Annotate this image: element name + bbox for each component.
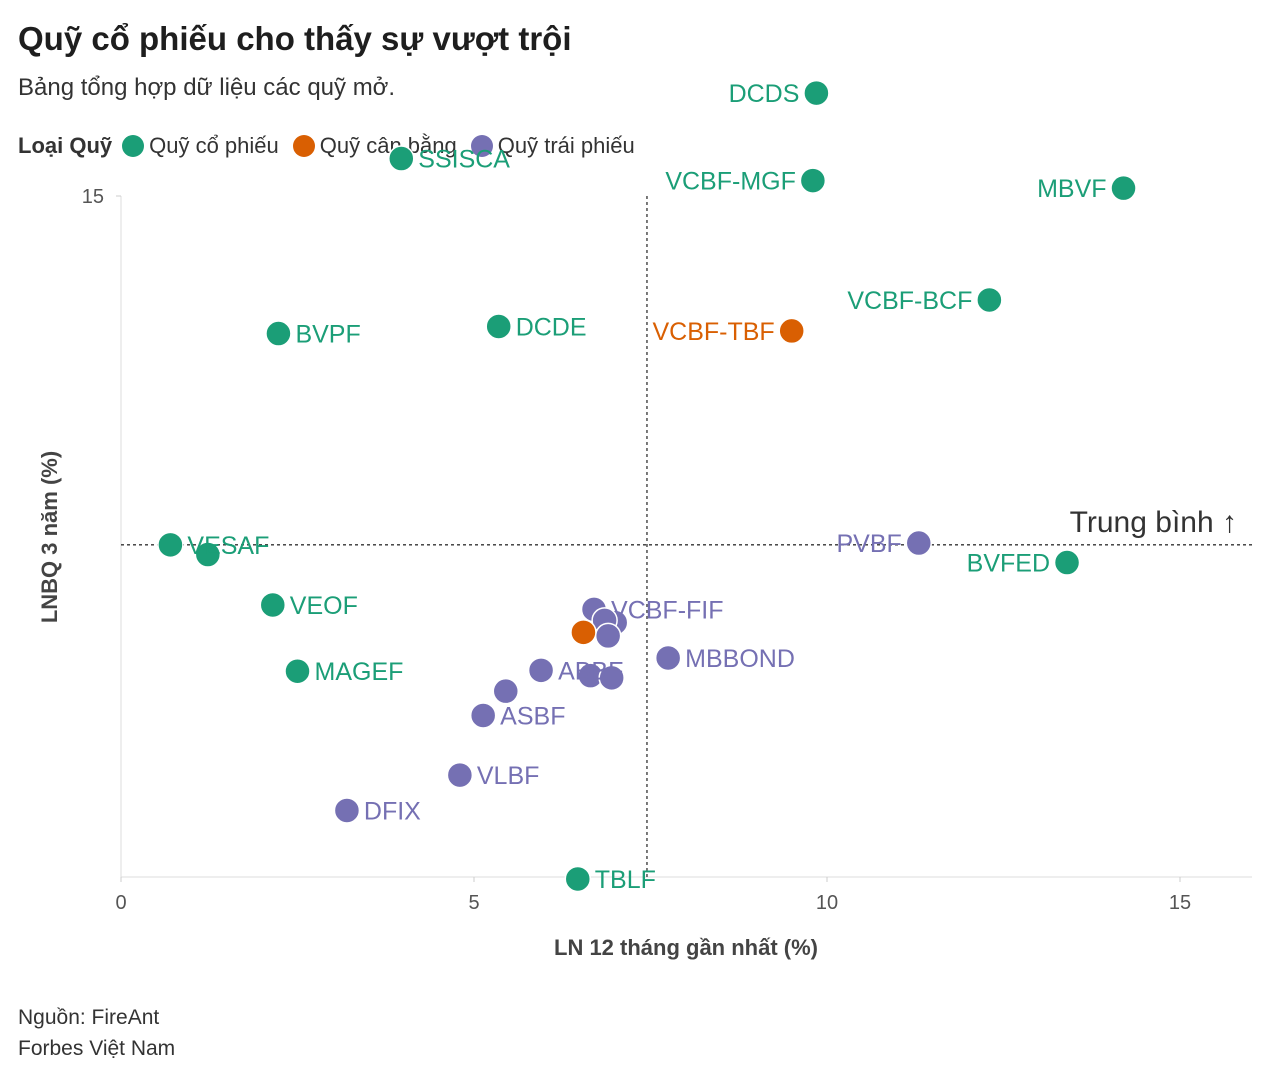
average-label: Trung bình ↑ [1070, 506, 1237, 539]
y-tick-label: 15 [82, 186, 104, 208]
legend-dot-bond [470, 135, 493, 157]
point-vlbf [446, 761, 474, 789]
point-veof [259, 591, 287, 619]
point-label-dfix: DFIX [364, 797, 421, 825]
point-unlabeled [598, 664, 625, 692]
x-tick-label: 15 [1169, 892, 1191, 914]
point-bvpf [265, 320, 292, 347]
point-label-dcde: DCDE [516, 313, 587, 341]
source-note: Nguồn: FireAnt [18, 1006, 160, 1029]
point-mbvf [1110, 174, 1137, 202]
points-layer [157, 79, 1137, 893]
point-mbbond [654, 644, 682, 672]
point-unlabeled [594, 622, 622, 650]
legend-dot-balanced [292, 135, 315, 157]
point-vcbf-tbf [778, 317, 805, 345]
point-magef [284, 657, 311, 685]
legend-label-bond: Quỹ trái phiếu [497, 133, 635, 158]
point-label-pvbf: PVBF [836, 530, 901, 558]
point-label-vcbf-fif: VCBF-FIF [611, 596, 724, 624]
point-label-bvfed: BVFED [967, 550, 1050, 578]
point-label-ssisca: SSISCA [418, 146, 510, 174]
legend-label-equity: Quỹ cổ phiếu [149, 133, 279, 158]
point-dfix [333, 797, 361, 824]
legend-title: Loại Quỹ [18, 133, 113, 158]
legend-dot-equity [122, 135, 145, 157]
point-abbf [527, 657, 555, 684]
point-label-vlbf: VLBF [477, 762, 540, 790]
point-dcds [803, 79, 830, 107]
point-label-magef: MAGEF [315, 658, 404, 686]
labels-layer: PVBF VCBF-FIF MBBOND ABBF ASBF VLBF DFIX VCBF-T… [187, 80, 1106, 894]
point-label-mbvf: MBVF [1037, 175, 1106, 203]
x-axis-label: LN 12 tháng gần nhất (%) [554, 935, 818, 960]
legend-item-bond[interactable]: Quỹ trái phiếu [470, 133, 635, 159]
chart-subtitle: Bảng tổng hợp dữ liệu các quỹ mở. [18, 74, 396, 101]
x-tick-label: 5 [468, 892, 479, 914]
point-vesaf [157, 531, 184, 559]
point-dcde [485, 313, 512, 340]
point-bvfed [1053, 549, 1081, 576]
point-label-vcbf-tbf: VCBF-TBF [652, 318, 774, 346]
point-unlabeled [492, 677, 520, 705]
point-unlabeled [570, 619, 597, 646]
legend: Loại Quỹ Quỹ cổ phiếu Quỹ cân bằng Quỹ t… [18, 132, 649, 160]
point-vcbf-mgf [799, 167, 827, 194]
legend-label-balanced: Quỹ cân bằng [319, 133, 457, 158]
publisher-note: Forbes Việt Nam [18, 1037, 176, 1060]
x-tick-label: 10 [816, 892, 838, 914]
point-label-veof: VEOF [290, 592, 358, 620]
point-label-vcbf-bcf: VCBF-BCF [847, 287, 972, 315]
point-unlabeled [194, 541, 222, 568]
point-label-asbf: ASBF [500, 702, 565, 730]
scatter-chart: 0 5 10 15 15 LN 12 tháng gần nhất (%) LNBQ 3 n… [37, 79, 1252, 960]
point-label-dcds: DCDS [729, 80, 800, 108]
point-tblf [564, 865, 592, 893]
point-label-vcbf-mgf: VCBF-MGF [665, 168, 796, 196]
y-axis-label: LNBQ 3 năm (%) [37, 451, 62, 623]
point-pvbf [905, 529, 933, 557]
point-label-abbf: ABBF [558, 657, 623, 685]
point-label-vesaf: VESAF [187, 532, 269, 560]
point-ssisca [388, 145, 415, 172]
legend-item-balanced[interactable]: Quỹ cân bằng [292, 133, 457, 159]
legend-item-equity[interactable]: Quỹ cổ phiếu [122, 133, 279, 159]
point-label-mbbond: MBBOND [685, 645, 795, 673]
point-label-tblf: TBLF [595, 866, 656, 894]
x-tick-label: 0 [115, 892, 126, 914]
chart-title: Quỹ cổ phiếu cho thấy sự vượt trội [18, 20, 572, 57]
point-vcbf-bcf [976, 286, 1003, 314]
point-asbf [469, 702, 497, 729]
point-label-bvpf: BVPF [295, 321, 360, 349]
